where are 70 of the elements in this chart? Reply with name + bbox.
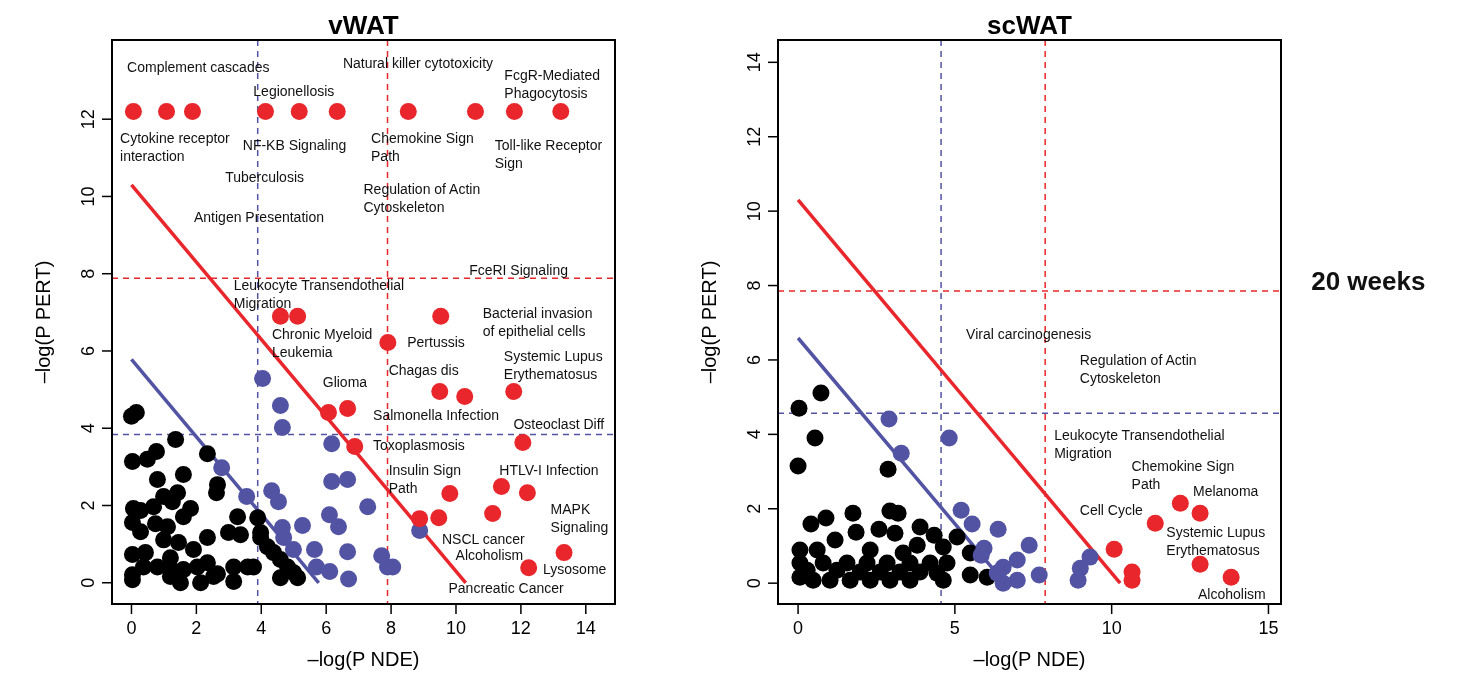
chart-title: scWAT <box>987 10 1072 40</box>
annotation: Bacterial invasion of epithelial cells <box>482 304 593 339</box>
annotation: Alcoholism <box>1198 585 1266 602</box>
annotation: Regulation of Actin Cytoskeleton <box>1079 352 1197 387</box>
y-tick-label: 12 <box>78 109 98 130</box>
x-tick-label: 5 <box>949 618 960 638</box>
y-tick-label: 2 <box>78 500 98 511</box>
annotation: MAPK Signaling <box>550 501 609 536</box>
annotation: FceRI Signaling <box>469 261 568 278</box>
annotation: Toxoplasmosis <box>373 436 465 453</box>
annotation: FcgR-Mediated Phagocytosis <box>504 66 601 101</box>
annotation: Osteoclast Diff <box>513 415 605 432</box>
annotation: Toll-like Receptor Sign <box>494 136 603 171</box>
y-tick-label: 2 <box>744 503 764 514</box>
annotation: Legionellosis <box>253 82 335 99</box>
annotation: Systemic Lupus Erythematosus <box>1166 523 1266 558</box>
annotation: Pancreatic Cancer <box>448 579 565 596</box>
x-tick-label: 10 <box>1101 618 1122 638</box>
y-tick-label: 6 <box>78 345 98 356</box>
y-tick-label: 14 <box>744 52 764 73</box>
y-axis-title: –log(P PERT) <box>698 260 720 384</box>
x-tick-label: 12 <box>510 618 531 638</box>
x-tick-label: 14 <box>575 618 596 638</box>
x-tick-label: 15 <box>1258 618 1279 638</box>
annotation: Antigen Presentation <box>193 208 324 225</box>
annotation: Leukocyte Transendothelial Migration <box>233 277 405 312</box>
annotation: Chronic Myeloid Leukemia <box>271 325 373 360</box>
y-tick-label: 0 <box>78 577 98 588</box>
x-tick-label: 4 <box>256 618 267 638</box>
y-tick-label: 0 <box>744 578 764 589</box>
annotation: Insulin Sign Path <box>388 461 462 496</box>
annotation: Regulation of Actin Cytoskeleton <box>363 180 481 215</box>
y-tick-label: 4 <box>78 423 98 434</box>
annotation: Systemic Lupus Erythematosus <box>503 347 603 382</box>
annotation: Glioma <box>322 374 368 391</box>
x-tick-label: 0 <box>793 618 804 638</box>
y-tick-label: 8 <box>744 280 764 291</box>
annotation: Melanoma <box>1192 482 1259 499</box>
x-tick-label: 0 <box>126 618 137 638</box>
annotation: Lysosome <box>543 560 607 577</box>
annotation: Natural killer cytotoxicity <box>342 54 494 71</box>
x-tick-label: 8 <box>386 618 397 638</box>
annotation: Salmonella Infection <box>373 406 500 423</box>
annotation: Cytokine receptor interaction <box>120 129 231 164</box>
annotation: Complement cascades <box>127 58 270 75</box>
x-tick-label: 2 <box>191 618 202 638</box>
annotation: Pertussis <box>407 333 465 350</box>
x-axis-title: –log(P NDE) <box>973 648 1086 670</box>
annotation: Chemokine Sign Path <box>371 129 474 164</box>
annotation: Cell Cycle <box>1079 501 1144 518</box>
annotation: Tuberculosis <box>225 168 305 185</box>
annotation: Chagas dis <box>388 361 459 378</box>
x-axis-title: –log(P NDE) <box>307 648 420 670</box>
y-tick-label: 12 <box>744 126 764 147</box>
annotation: Leukocyte Transendothelial Migration <box>1054 426 1225 461</box>
annotation: Alcoholism <box>455 546 524 563</box>
y-axis-title: –log(P PERT) <box>32 260 54 384</box>
x-tick-label: 10 <box>445 618 466 638</box>
text: 20 weeks <box>1311 265 1426 296</box>
annotation: Viral carcinogenesis <box>966 325 1092 342</box>
chart-title: vWAT <box>328 10 399 40</box>
y-tick-label: 4 <box>744 429 764 440</box>
y-tick-label: 6 <box>744 354 764 365</box>
x-tick-label: 6 <box>321 618 332 638</box>
y-tick-label: 10 <box>78 186 98 207</box>
y-tick-label: 10 <box>744 201 764 222</box>
annotation: HTLV-I Infection <box>499 461 599 478</box>
y-tick-label: 8 <box>78 268 98 279</box>
annotation: NSCL cancer <box>441 530 526 547</box>
annotation: NF-KB Signaling <box>242 136 347 153</box>
